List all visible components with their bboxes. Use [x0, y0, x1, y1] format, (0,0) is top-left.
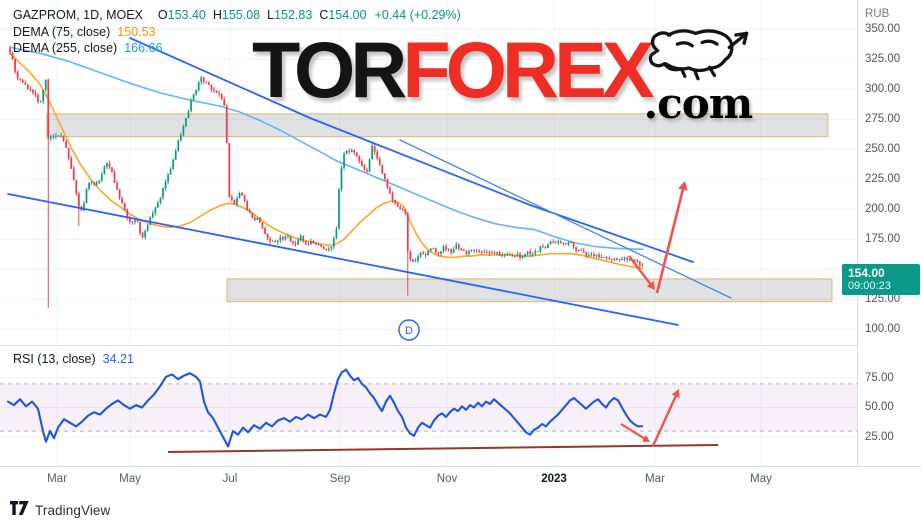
arrow-head — [678, 181, 688, 191]
dema255-value: 166.66 — [124, 41, 163, 55]
tradingview-logo-icon — [10, 501, 29, 520]
ohlc-low-value: 152.83 — [274, 8, 313, 22]
time-tick-label: 2023 — [541, 473, 567, 485]
rsi-tick-label: 50.00 — [865, 401, 894, 413]
rsi-value: 34.21 — [102, 352, 134, 366]
trendline[interactable] — [129, 37, 694, 263]
time-axis[interactable]: Mar May Jul Sep Nov 2023 Mar May — [0, 466, 921, 493]
trendline[interactable] — [399, 139, 732, 299]
price-tick-label: 325.00 — [865, 52, 901, 65]
dema75-line[interactable] — [9, 52, 644, 270]
grid-layer — [0, 0, 857, 466]
price-axis[interactable]: RUB 154.00 09:00:23 350.00 325.00 300.00 27… — [842, 0, 921, 466]
ohlc-open-value: 153.40 — [167, 8, 206, 22]
dividend-marker[interactable]: D — [398, 319, 420, 341]
projection-arrows-layer[interactable] — [628, 181, 688, 294]
time-tick-label: Mar — [47, 473, 67, 485]
bar-countdown: 09:00:23 — [848, 279, 891, 292]
price-tick-label: 125.00 — [865, 292, 901, 305]
rsi-tick-label: 25.00 — [865, 430, 894, 443]
price-tick-label: 225.00 — [865, 172, 901, 185]
trendline[interactable] — [7, 193, 679, 326]
price-tick-label: 200.00 — [865, 202, 901, 215]
candles-layer — [9, 45, 644, 308]
chart-canvas[interactable]: D — [0, 0, 921, 466]
rsi-pane — [0, 368, 857, 453]
price-tick-label: 350.00 — [865, 22, 901, 35]
arrow-head — [671, 389, 680, 399]
chart-legend: GAZPROM, 1D, MOEX O153.40 H155.08 L152.83 C1… — [13, 7, 461, 57]
arrow-shaft — [628, 255, 653, 287]
arrow-head — [642, 435, 650, 442]
ohlc-close-value: 154.00 — [328, 8, 367, 22]
price-zones-layer[interactable] — [46, 113, 833, 303]
dema255-line[interactable] — [9, 46, 644, 251]
rsi-legend[interactable]: RSI (13, close) 34.21 — [13, 352, 134, 366]
ohlc-high-label: H — [212, 8, 222, 22]
dividend-letter: D — [405, 325, 413, 337]
trendlines-layer[interactable] — [7, 37, 732, 326]
symbol-row: GAZPROM, 1D, MOEX O153.40 H155.08 L152.83 C1… — [13, 7, 461, 24]
currency-label: RUB — [865, 8, 890, 20]
arrow-shaft — [620, 423, 647, 441]
indicator-overlays-layer — [9, 46, 644, 270]
price-tick-label: 300.00 — [865, 82, 901, 95]
arrow-shaft — [655, 186, 685, 294]
arrow-head — [646, 280, 655, 290]
change-value: +0.44 (+0.29%) — [374, 8, 461, 22]
price-tick-label: 275.00 — [865, 112, 901, 125]
rsi-line[interactable] — [6, 368, 644, 448]
time-tick-label: Mar — [645, 473, 665, 485]
dividend-circle — [398, 319, 420, 341]
arrow-shaft — [651, 393, 678, 447]
time-tick-label: Sep — [329, 473, 351, 485]
rsi-tick-label: 75.00 — [865, 371, 894, 384]
indicator-row-dema75[interactable]: DEMA (75, close) 150.53 — [13, 24, 461, 41]
dema255-label: DEMA (255, close) — [13, 41, 118, 55]
symbol-title[interactable]: GAZPROM, 1D, MOEX — [13, 8, 143, 22]
rsi-trendline[interactable] — [167, 444, 719, 453]
time-tick-label: May — [750, 473, 772, 485]
ohlc-close-label: C — [319, 8, 329, 22]
indicator-row-dema255[interactable]: DEMA (255, close) 166.66 — [13, 40, 461, 57]
ohlc-low-label: L — [267, 8, 275, 22]
current-price: 154.00 — [848, 265, 885, 280]
tradingview-label: TradingView — [35, 503, 111, 518]
ohlc-open-label: O — [157, 8, 168, 22]
time-tick-label: Nov — [436, 473, 458, 485]
dema75-value: 150.53 — [117, 24, 156, 39]
price-tick-label: 175.00 — [865, 232, 901, 245]
support-resistance-zone[interactable] — [46, 113, 829, 138]
ohlc-high-value: 155.08 — [221, 8, 261, 22]
current-price-badge: 154.00 09:00:23 — [842, 263, 920, 295]
time-tick-label: Jul — [222, 473, 238, 485]
rsi-label: RSI (13, close) — [13, 352, 96, 366]
price-tick-label: 100.00 — [865, 322, 901, 335]
price-tick-label: 250.00 — [865, 142, 901, 155]
tradingview-branding[interactable]: TradingView — [10, 501, 110, 520]
time-tick-label: May — [119, 473, 141, 485]
support-resistance-zone[interactable] — [226, 278, 833, 303]
dema75-label: DEMA (75, close) — [13, 24, 111, 39]
